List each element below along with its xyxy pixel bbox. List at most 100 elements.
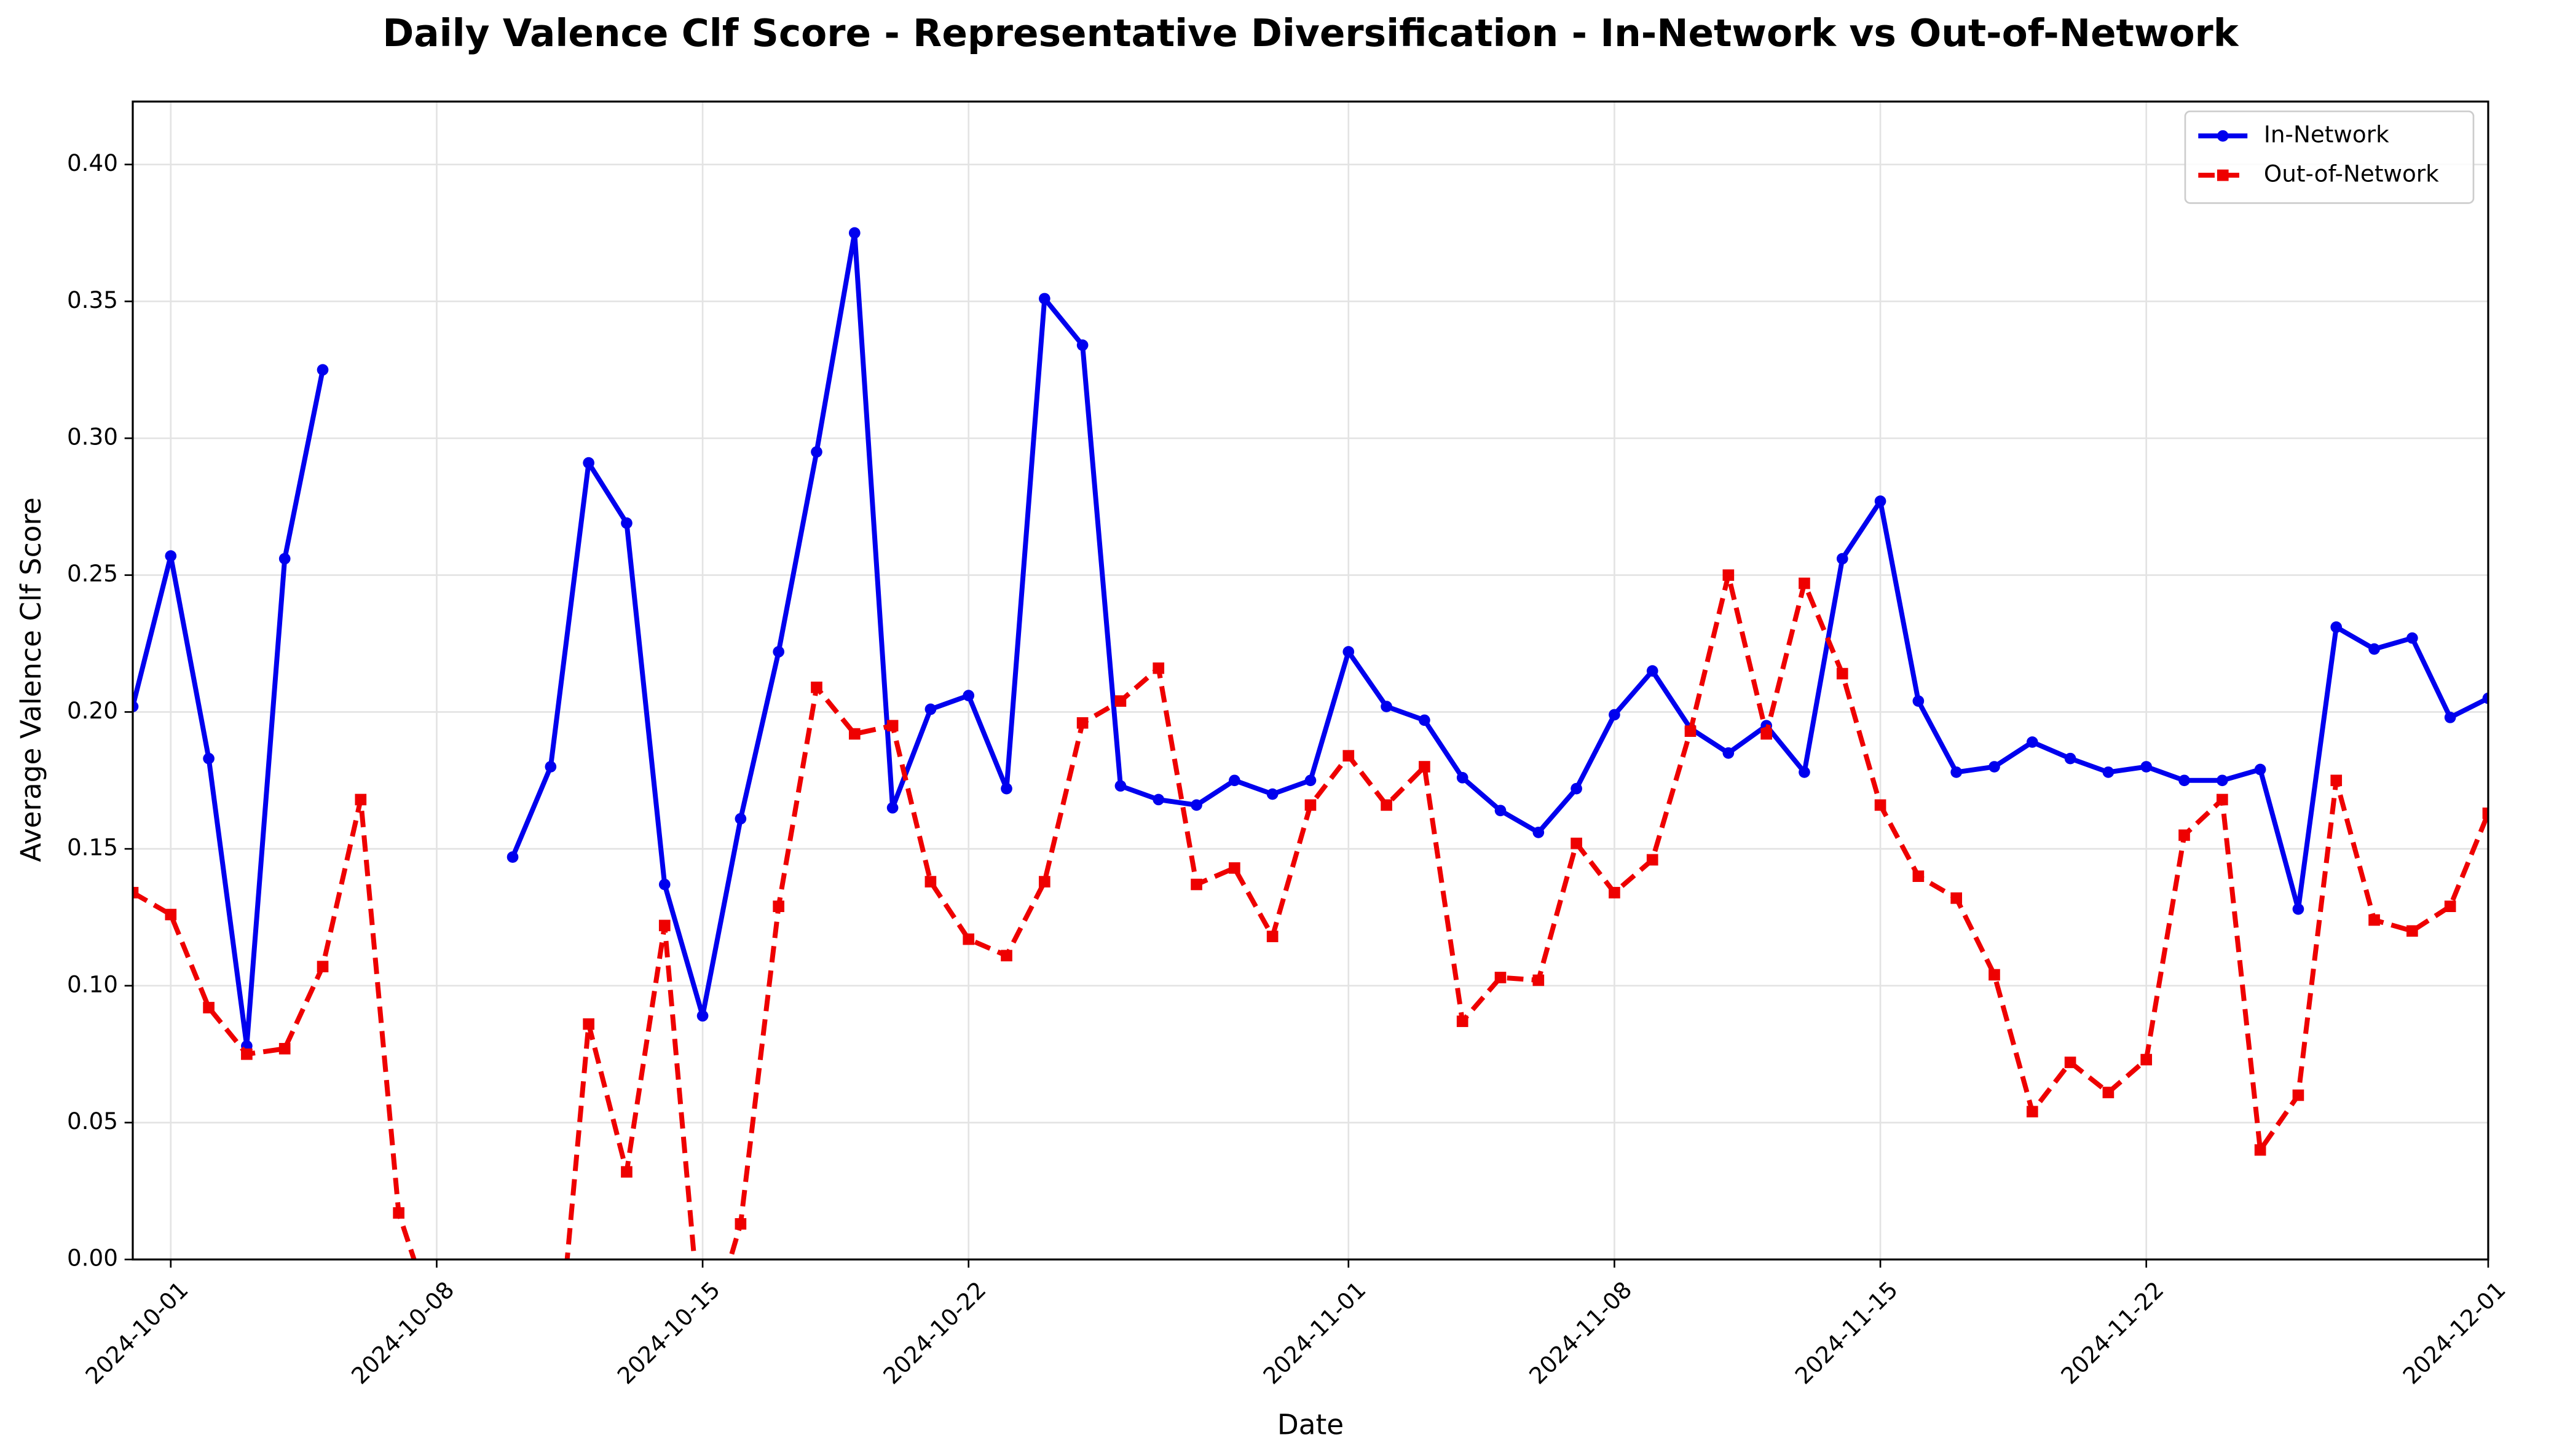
legend-label: In-Network — [2264, 121, 2389, 148]
marker — [1191, 878, 1202, 891]
y-tick-label: 0.20 — [67, 697, 118, 724]
marker — [2482, 807, 2488, 819]
marker — [132, 701, 139, 712]
marker — [2064, 752, 2076, 765]
marker — [1646, 854, 1658, 866]
marker — [1153, 793, 1165, 806]
marker — [1799, 766, 1810, 778]
marker — [1722, 747, 1735, 759]
y-tick-label: 0.25 — [67, 560, 118, 587]
marker — [1836, 553, 1848, 565]
marker — [773, 646, 785, 658]
marker — [165, 908, 177, 921]
marker — [2368, 914, 2380, 926]
y-tick-label: 0.35 — [67, 286, 118, 313]
marker — [2292, 903, 2304, 915]
marker — [583, 1018, 594, 1030]
marker — [2254, 763, 2266, 776]
y-tick-label: 0.40 — [67, 149, 118, 176]
marker — [2140, 1053, 2153, 1066]
marker — [1342, 750, 1355, 762]
marker — [1874, 495, 1886, 507]
marker — [1001, 782, 1012, 795]
marker — [2064, 1057, 2076, 1068]
marker — [317, 961, 329, 972]
marker — [203, 1002, 215, 1013]
marker — [1381, 701, 1392, 712]
marker — [2444, 900, 2456, 912]
marker — [811, 446, 822, 458]
marker — [1836, 667, 1848, 680]
marker — [1494, 805, 1507, 817]
marker — [2482, 692, 2488, 704]
marker — [583, 457, 594, 469]
marker — [811, 682, 822, 693]
marker — [1571, 782, 1582, 795]
marker — [506, 851, 519, 863]
series-line — [132, 572, 2488, 1260]
legend-marker — [2217, 169, 2229, 181]
marker — [1342, 646, 1355, 658]
marker — [1114, 695, 1127, 707]
marker — [2140, 761, 2153, 773]
marker — [1874, 799, 1886, 811]
marker — [2330, 621, 2343, 633]
marker — [278, 1042, 291, 1055]
marker — [1114, 780, 1127, 792]
marker — [1760, 728, 1772, 740]
marker — [2254, 1144, 2266, 1156]
marker — [165, 550, 177, 562]
y-tick-label: 0.05 — [67, 1108, 118, 1135]
marker — [1912, 870, 1925, 883]
marker — [1989, 969, 2000, 981]
marker — [2102, 766, 2115, 778]
marker — [1076, 339, 1089, 351]
y-tick-label: 0.00 — [67, 1245, 118, 1272]
marker — [1532, 974, 1545, 986]
legend-box — [2184, 110, 2475, 204]
x-axis-label: Date — [1277, 1409, 1344, 1441]
marker — [1456, 772, 1468, 784]
marker — [696, 1010, 709, 1022]
marker — [1038, 876, 1050, 887]
marker — [1229, 774, 1240, 787]
marker — [1912, 695, 1925, 707]
marker — [1153, 662, 1165, 674]
marker — [1494, 972, 1507, 983]
marker — [2368, 643, 2380, 655]
marker — [355, 793, 367, 806]
marker — [278, 553, 291, 565]
chart-title: Daily Valence Clf Score - Representative… — [382, 12, 2239, 55]
legend-marker — [2217, 130, 2229, 142]
marker — [1038, 293, 1050, 305]
y-tick-label: 0.10 — [67, 970, 118, 998]
marker — [2330, 774, 2343, 787]
marker — [1076, 717, 1089, 729]
marker — [132, 887, 139, 899]
marker — [735, 1218, 747, 1230]
marker — [2216, 774, 2228, 787]
marker — [2406, 632, 2418, 644]
marker — [1266, 931, 1279, 942]
marker — [621, 517, 633, 529]
plot-area — [132, 227, 2488, 1260]
y-tick-label: 0.15 — [67, 834, 118, 861]
marker — [886, 720, 899, 732]
marker — [1799, 577, 1810, 589]
y-tick-label: 0.30 — [67, 423, 118, 451]
marker — [1191, 799, 1202, 811]
marker — [2292, 1089, 2304, 1101]
marker — [924, 876, 937, 887]
marker — [1950, 892, 1962, 904]
marker — [1571, 837, 1582, 849]
marker — [2026, 1106, 2038, 1118]
marker — [2178, 829, 2190, 841]
marker — [658, 919, 671, 932]
marker — [2102, 1087, 2115, 1098]
marker — [2406, 925, 2418, 937]
marker — [317, 364, 329, 376]
marker — [1304, 799, 1317, 811]
marker — [1419, 714, 1430, 726]
